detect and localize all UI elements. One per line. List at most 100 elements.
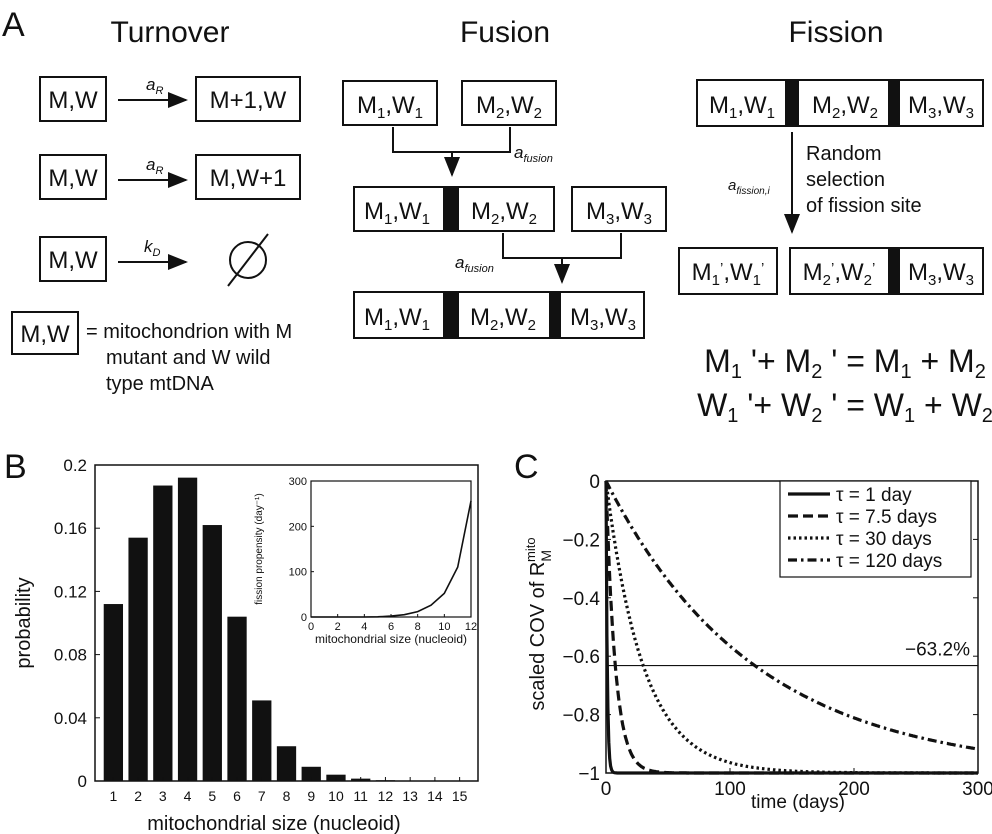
fusion-r3-seg2: M2,W2 [470, 304, 536, 334]
fission-equation-m: M1 '+ M2 ' = M1 + M2 [704, 343, 986, 383]
turnover-legend: M,W = mitochondrion with M mutant and W … [11, 311, 292, 395]
inset-x-tick-label: 2 [335, 621, 341, 633]
inset-xlabel: mitochondrial size (nucleoid) [315, 632, 467, 646]
fission-title: Fission [788, 16, 883, 49]
inset-y-tick-label: 300 [289, 476, 307, 488]
turnover-rate-1: aR [146, 75, 163, 97]
bar-size-4 [177, 477, 198, 781]
panel-b-ylabel: probability [13, 577, 35, 668]
panel-b-xlabel: mitochondrial size (nucleoid) [147, 813, 400, 834]
legend-entry: τ = 120 days [836, 551, 942, 572]
turnover-row-3: M,W kD [39, 233, 269, 287]
c-x-tick-label: 0 [601, 779, 612, 800]
curve-tau-120 [604, 480, 979, 751]
panel-a-label: A [2, 6, 25, 44]
turnover-row-2-from: M,W [48, 165, 98, 192]
legend-line-1: = mitochondrion with M [86, 321, 292, 343]
turnover-row-3-from: M,W [48, 247, 98, 274]
fusion-r1-seg2: M2,W2 [476, 92, 542, 122]
y-tick-label: 0 [78, 772, 87, 791]
turnover-rate-2: aR [146, 155, 163, 177]
fusion-rate-1: afusion [514, 143, 553, 165]
bar-size-1 [103, 604, 124, 781]
c-y-tick-label: −0.6 [562, 647, 600, 668]
c-y-tick-label: 0 [589, 472, 600, 493]
panel-c-ylabel: scaled COV of RMmito [523, 537, 554, 710]
inset-x-tick-label: 0 [308, 621, 314, 633]
c-y-tick-label: −1 [578, 764, 600, 785]
turnover-row-1: M,W aR M+1,W [39, 75, 301, 122]
fission-rate: afission,i [728, 177, 770, 197]
inset-x-tick-label: 8 [415, 621, 421, 633]
x-tick-label: 13 [402, 788, 418, 804]
inset-x-tick-label: 6 [388, 621, 394, 633]
turnover-title: Turnover [111, 16, 230, 49]
fission-bot-seg1: M1’,W1’ [692, 259, 765, 289]
fusion-r3-seg1: M1,W1 [364, 304, 430, 334]
x-tick-label: 1 [109, 788, 117, 804]
bar-size-3 [153, 485, 173, 781]
x-tick-label: 10 [328, 788, 344, 804]
fusion-r1-seg1: M1,W1 [357, 92, 423, 122]
inset-x-tick-label: 12 [465, 621, 477, 633]
x-tick-label: 12 [378, 788, 394, 804]
inset-fission-curve [311, 500, 472, 618]
turnover-row-1-to: M+1,W [210, 87, 287, 114]
inset-ylabel: fission propensity (day⁻¹) [254, 493, 265, 604]
c-y-tick-label: −0.8 [562, 706, 600, 727]
bar-size-9 [301, 766, 321, 781]
fusion-rate-2: afusion [455, 253, 494, 275]
c-y-tick-label: −0.2 [562, 530, 600, 551]
x-tick-label: 6 [233, 788, 241, 804]
fission-note-3: of fission site [806, 195, 922, 217]
fission-top-seg1: M1,W1 [709, 92, 775, 122]
panel-c-line-chart: 0 −0.2 −0.4 −0.6 −0.8 −1 0 100 200 300 −63.2% ti… [523, 472, 992, 813]
inset-x-tick-label: 4 [361, 621, 367, 633]
fusion-r3-seg3: M3,W3 [570, 304, 636, 334]
fusion-diagram: M1,W1 M2,W2 afusion M1,W1 M2,W2 M3,W3 af… [342, 80, 667, 339]
legend-entry: τ = 30 days [836, 529, 932, 550]
curve-tau-7-5 [604, 480, 978, 775]
fusion-title: Fusion [460, 16, 550, 49]
fusion-r2-seg1: M1,W1 [364, 198, 430, 228]
bar-size-2 [128, 537, 148, 781]
inset-x-tick-label: 10 [438, 621, 450, 633]
turnover-row-1-from: M,W [48, 87, 98, 114]
reference-line-label: −63.2% [905, 640, 970, 661]
x-tick-label: 8 [283, 788, 291, 804]
curve-tau-30 [604, 480, 978, 775]
empty-set-icon [227, 233, 269, 287]
fission-bot-seg3: M3,W3 [908, 259, 974, 289]
panel-b-inset-chart: 0 2 4 6 8 10 12 0 100 200 300 mitochondrial size (… [254, 476, 477, 646]
legend-line-2: mutant and W wild [106, 347, 271, 369]
panel-c-xlabel: time (days) [751, 792, 845, 813]
inset-y-tick-label: 0 [301, 612, 307, 624]
inset-y-tick-label: 200 [289, 521, 307, 533]
y-tick-label: 0.12 [54, 582, 87, 601]
fission-top-seg2: M2,W2 [812, 92, 878, 122]
y-tick-label: 0.2 [63, 456, 87, 475]
panel-b-bar-chart: 00.040.080.120.160.2 1 2 3 4 5 6 7 8 9 10 11 12 13 14… [13, 456, 479, 834]
x-tick-label: 9 [307, 788, 315, 804]
panel-c-label: C [514, 448, 539, 486]
x-tick-label: 15 [452, 788, 468, 804]
fusion-r2-seg3: M3,W3 [586, 198, 652, 228]
fission-diagram: M1,W1 M2,W2 M3,W3 afission,i Random sele… [678, 79, 992, 427]
inset-axes-frame [310, 480, 472, 618]
turnover-row-2: M,W aR M,W+1 [39, 154, 301, 200]
y-tick-label: 0.16 [54, 519, 87, 538]
inset-y-tick-label: 100 [289, 567, 307, 579]
x-tick-label: 11 [353, 788, 368, 804]
x-tick-label: 7 [258, 788, 266, 804]
bar-size-8 [276, 746, 297, 781]
turnover-rate-3: kD [144, 237, 161, 259]
fission-equation-w: W1 '+ W2 ' = W1 + W2 [697, 387, 992, 427]
x-tick-label: 2 [134, 788, 142, 804]
legend-line-3: type mtDNA [106, 373, 214, 395]
c-x-tick-label: 200 [838, 779, 870, 800]
legend-entry: τ = 7.5 days [836, 507, 937, 528]
c-y-tick-label: −0.4 [562, 589, 600, 610]
x-tick-label: 14 [427, 788, 443, 804]
